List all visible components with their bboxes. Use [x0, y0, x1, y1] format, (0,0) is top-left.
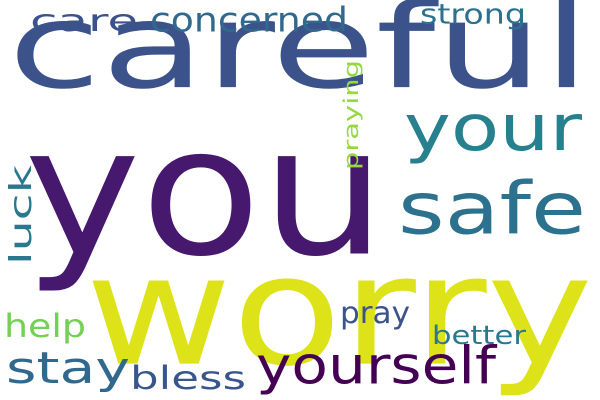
word-strong: strong [420, 0, 526, 31]
word-stay: stay [6, 342, 130, 394]
word-you: you [24, 87, 386, 297]
word-care: care [30, 3, 138, 39]
word-safe: safe [398, 166, 586, 251]
word-praying: praying [339, 60, 363, 171]
word-your: your [404, 90, 582, 166]
word-concerned: concerned [150, 0, 348, 40]
word-better: better [432, 319, 526, 351]
word-yourself: yourself [256, 335, 496, 397]
word-pray: pray [340, 295, 410, 331]
word-luck: luck [3, 165, 39, 265]
word-careful: careful [8, 0, 590, 116]
word-worry: worry [85, 222, 593, 400]
word-help: help [4, 307, 86, 345]
word-bless: bless [130, 359, 246, 397]
